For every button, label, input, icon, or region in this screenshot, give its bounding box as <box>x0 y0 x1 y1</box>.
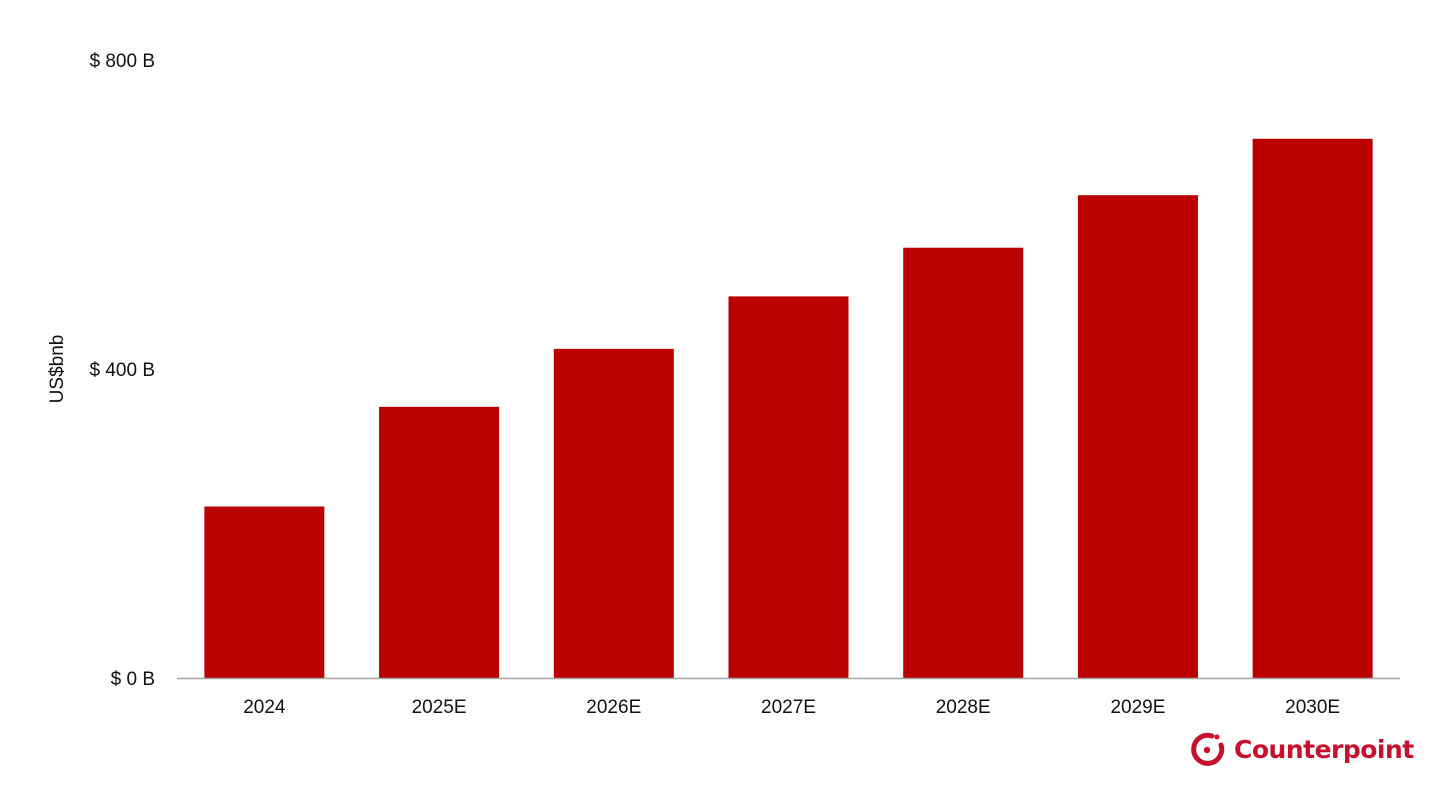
x-tick-label: 2025E <box>412 697 467 718</box>
x-tick-label: 2027E <box>761 697 816 718</box>
x-tick-label: 2030E <box>1285 697 1340 718</box>
y-tick-label: $ 0 B <box>111 669 155 690</box>
counterpoint-logo-icon <box>1191 732 1225 766</box>
bar-2025E <box>379 406 500 678</box>
x-tick-label: 2024 <box>243 697 286 718</box>
counterpoint-logo: Counterpoint <box>1190 731 1414 767</box>
bar-2029E <box>1077 195 1198 678</box>
logo-text: Counterpoint <box>1234 734 1414 764</box>
bar-2030E <box>1252 138 1373 679</box>
bar-2024 <box>204 506 325 678</box>
x-tick-label: 2029E <box>1110 697 1165 718</box>
y-tick-label: $ 800 B <box>90 51 156 72</box>
y-axis-label: US$bnb <box>47 335 68 404</box>
bar-2028E <box>903 247 1024 678</box>
x-tick-label: 2028E <box>936 697 991 718</box>
bar-2026E <box>553 348 674 678</box>
x-tick-label: 2026E <box>586 697 641 718</box>
bar-2027E <box>728 296 849 678</box>
y-tick-label: $ 400 B <box>90 360 156 381</box>
